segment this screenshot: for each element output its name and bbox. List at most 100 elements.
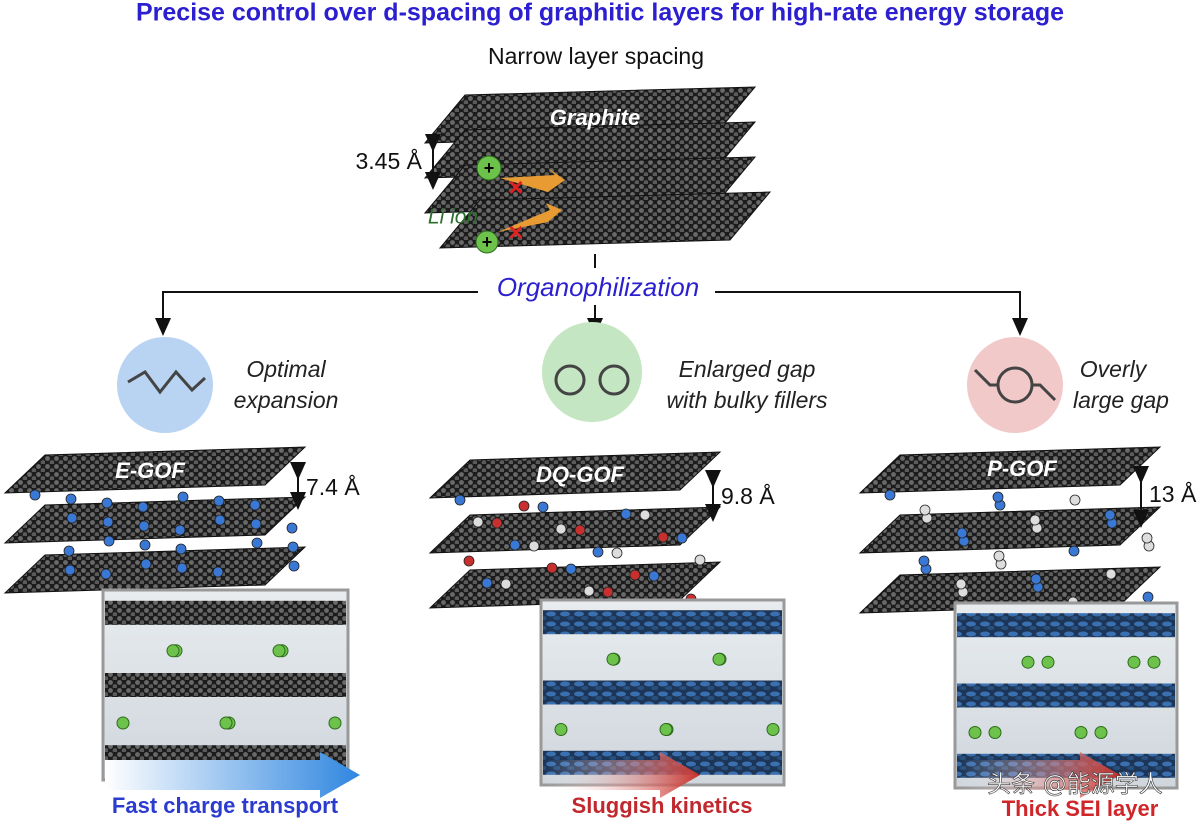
outcome-arrow (960, 752, 1120, 798)
atom (481, 577, 493, 589)
li-ion (659, 723, 673, 736)
li-ion (712, 652, 726, 666)
atom (472, 516, 484, 528)
atom (500, 578, 512, 590)
watermark: 头条 @能源学人 (987, 770, 1163, 798)
atom (140, 558, 152, 570)
li-ion (1074, 726, 1088, 739)
atom (213, 495, 225, 507)
li-ion (272, 644, 286, 658)
inset-layer (957, 683, 1175, 708)
atom (454, 494, 466, 506)
atom (884, 489, 896, 501)
layer (858, 446, 1162, 494)
atom (139, 539, 151, 551)
li-ion (1094, 726, 1108, 739)
atom (639, 509, 651, 521)
outcome-arrow (545, 752, 700, 798)
inset-layer (105, 673, 346, 697)
svg-text:×: × (508, 217, 523, 247)
li-ions: + + × × (475, 155, 565, 254)
stack-label: P-GOF (987, 456, 1057, 481)
inset-layer (957, 613, 1175, 638)
atom (657, 531, 669, 543)
description: expansion (234, 387, 339, 413)
process-label: Organophilization (497, 272, 699, 302)
atom (100, 568, 112, 580)
graphite-label: Graphite (550, 105, 640, 130)
atom (249, 499, 261, 511)
svg-text:+: + (484, 158, 495, 178)
atom (676, 532, 688, 544)
atom (463, 555, 475, 567)
outcome-arrow (105, 752, 360, 798)
molecule-circle (967, 337, 1063, 433)
layer (858, 506, 1162, 554)
atom (1029, 514, 1041, 526)
atom (1069, 494, 1081, 506)
li-ion (328, 716, 342, 730)
description: with bulky fillers (666, 387, 828, 413)
atom (29, 489, 41, 501)
atom (1104, 509, 1116, 521)
gof-stacks (3, 446, 1179, 790)
ion-label: Li ion (428, 206, 478, 229)
layer (428, 451, 722, 499)
atom (555, 523, 567, 535)
layer (3, 546, 307, 594)
li-ion (166, 644, 180, 658)
li-ion (606, 652, 620, 666)
atom (1030, 573, 1042, 585)
atom (955, 578, 967, 590)
atom (138, 520, 150, 532)
li-ion (219, 716, 233, 730)
atom (648, 570, 660, 582)
atom (287, 541, 299, 553)
atom (65, 493, 77, 505)
atom (176, 562, 188, 574)
atom (288, 560, 300, 572)
atom (919, 504, 931, 516)
atom (212, 566, 224, 578)
atom (602, 586, 614, 598)
atom (574, 524, 586, 536)
layer (3, 446, 307, 494)
atom (611, 547, 623, 559)
molecule-circle (542, 322, 642, 422)
graphite-spacing: 3.45 Å (356, 147, 423, 174)
atom (918, 555, 930, 567)
atom (956, 527, 968, 539)
atom (251, 537, 263, 549)
atom (174, 524, 186, 536)
outcome: Sluggish kinetics (572, 793, 753, 818)
atom (509, 539, 521, 551)
li-ion (1041, 655, 1055, 669)
li-ion (1147, 655, 1161, 669)
atom (102, 516, 114, 528)
atom (993, 550, 1005, 562)
atom (629, 569, 641, 581)
atom (286, 522, 298, 534)
stack-label: DQ-GOF (536, 462, 625, 487)
atom (1105, 568, 1117, 580)
atom (177, 491, 189, 503)
molecules (127, 364, 1057, 404)
li-ion (1021, 655, 1035, 669)
spacing: 13 Å (1149, 480, 1197, 507)
description: Overly (1080, 356, 1148, 382)
atom (63, 545, 75, 557)
atom (528, 540, 540, 552)
description: large gap (1073, 387, 1169, 413)
li-ion (116, 716, 130, 730)
outcome: Thick SEI layer (1002, 796, 1159, 821)
svg-text:+: + (482, 232, 493, 252)
li-ion (988, 726, 1002, 739)
svg-text:×: × (508, 172, 523, 202)
atom (103, 535, 115, 547)
inset-layer (543, 680, 782, 705)
atom (565, 563, 577, 575)
li-ion (766, 723, 780, 736)
atom (537, 501, 549, 513)
layer (438, 191, 772, 249)
atom (491, 517, 503, 529)
